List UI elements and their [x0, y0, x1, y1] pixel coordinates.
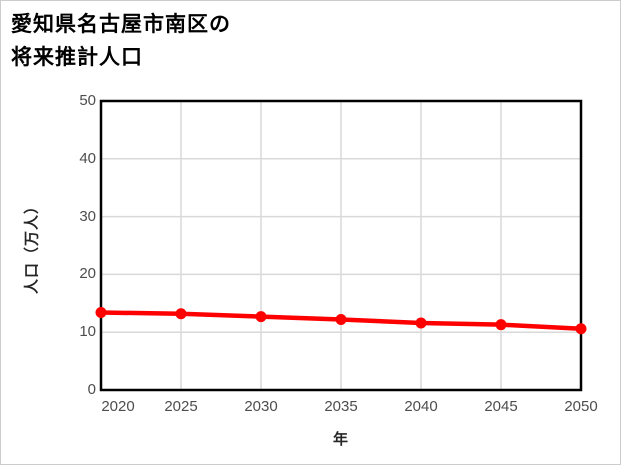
x-axis-title: 年	[332, 431, 349, 448]
y-tick-label-20: 20	[79, 265, 96, 283]
chart-title-line2: 将来推計人口	[11, 46, 143, 69]
y-tick-label-40: 40	[79, 149, 96, 167]
line-chart-canvas	[95, 99, 587, 392]
y-tick-label-0: 0	[87, 381, 96, 398]
chart-title-line1: 愛知県名古屋市南区の	[11, 13, 231, 36]
chart-title: 愛知県名古屋市南区の 将来推計人口	[11, 8, 231, 74]
y-tick-label-30: 30	[79, 207, 96, 225]
plot-area	[95, 99, 587, 392]
x-tick-label-2030: 2030	[244, 398, 278, 415]
x-tick-label-2045: 2045	[484, 398, 518, 415]
data-point-2050	[575, 323, 587, 335]
plot-frame	[99, 99, 583, 392]
y-tick-label-10: 10	[79, 323, 96, 341]
data-point-2035	[335, 313, 347, 325]
x-tick-label-2035: 2035	[324, 398, 358, 415]
data-point-2025	[175, 308, 187, 320]
y-tick-label-50: 50	[79, 92, 96, 109]
x-tick-label-2025: 2025	[164, 398, 198, 415]
x-tick-label-2020: 2020	[101, 398, 135, 415]
x-tick-label-2040: 2040	[404, 398, 438, 415]
data-point-2045	[495, 319, 507, 331]
data-point-2030	[255, 311, 267, 323]
data-point-2020	[95, 307, 107, 319]
data-point-2040	[415, 317, 427, 329]
x-tick-label-2050: 2050	[564, 398, 598, 415]
